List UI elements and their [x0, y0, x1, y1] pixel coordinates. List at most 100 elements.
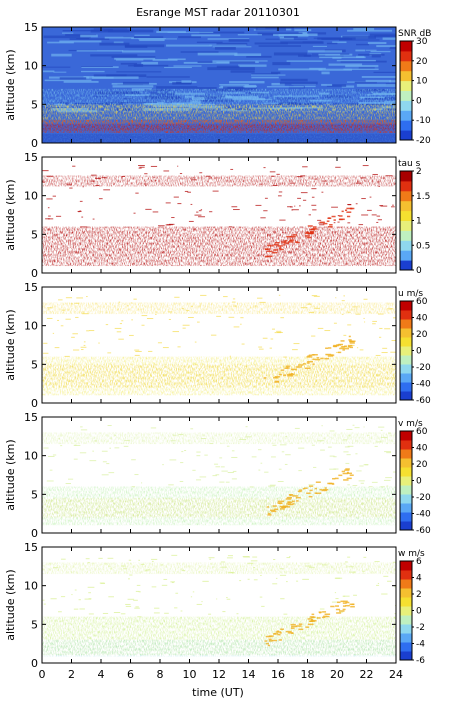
colorbar-swatch: [400, 310, 412, 320]
colorbar-swatch: [400, 521, 412, 531]
colorbar-swatch: [400, 80, 412, 91]
x-tick-label: 18: [301, 668, 315, 681]
colorbar-swatch: [400, 579, 412, 589]
colorbar-swatch: [400, 260, 412, 271]
colorbar-swatch: [400, 60, 412, 72]
x-tick-label: 4: [98, 668, 105, 681]
y-tick-label: 10: [24, 320, 38, 333]
colorbar-swatch: [400, 624, 412, 634]
x-tick-label: 24: [389, 668, 403, 681]
colorbar-tick-label: 10: [416, 77, 428, 87]
colorbar-tick-label: 0: [416, 347, 422, 357]
colorbar-tick-label: 0: [416, 96, 422, 106]
colorbar-tick-label: 20: [416, 57, 428, 67]
colorbar-swatch: [400, 328, 412, 338]
colorbar-swatch: [400, 250, 412, 261]
y-tick-label: 15: [24, 21, 38, 34]
x-axis: 0 2 4 6 8 10 12 14 16 18 20 22 24: [39, 668, 404, 681]
colorbar-swatch: [400, 70, 412, 82]
colorbar-tick-label: 20: [416, 460, 428, 470]
colorbar-swatch: [400, 130, 412, 141]
colorbar-tick-label: -6: [416, 656, 425, 666]
colorbar-tick-label: -20: [416, 136, 431, 146]
colorbar-swatch: [400, 337, 412, 347]
colorbar-label: SNR dB: [398, 29, 431, 39]
colorbar-swatch: [400, 319, 412, 329]
colorbar-tick-label: 60: [416, 297, 428, 307]
colorbar-tick-label: -60: [416, 526, 431, 536]
colorbar-swatch: [400, 230, 412, 241]
colorbar-tick-label: 20: [416, 330, 428, 340]
colorbar-swatch: [400, 588, 412, 598]
colorbar-label: u m/s: [398, 289, 423, 299]
colorbar-tick-label: 2: [416, 590, 422, 600]
colorbar-swatch: [400, 458, 412, 468]
colorbar-tick-label: 30: [416, 37, 428, 47]
colorbar-swatch: [400, 449, 412, 459]
y-tick-label: 0: [31, 137, 38, 150]
colorbar-label: w m/s: [398, 549, 425, 559]
colorbar-swatch: [400, 391, 412, 401]
colorbar-tick-label: -10: [416, 116, 431, 126]
y-tick-label: 15: [24, 151, 38, 164]
colorbar-swatch: [400, 200, 412, 212]
y-tick-label: 10: [24, 450, 38, 463]
colorbar-tick-label: -20: [416, 363, 431, 373]
y-tick-label: 10: [24, 580, 38, 593]
x-tick-label: 8: [157, 668, 164, 681]
colorbar-tick-label: 1.5: [416, 192, 430, 202]
y-axis-label: altitude (km): [4, 49, 17, 120]
colorbar-swatch: [400, 431, 412, 441]
colorbar-swatch: [400, 180, 412, 192]
panel-w-field: [42, 554, 396, 657]
colorbar-tick-label: -60: [416, 396, 431, 406]
y-axis-label: altitude (km): [4, 179, 17, 250]
colorbar-swatch: [400, 100, 412, 111]
colorbar-tick-label: 40: [416, 314, 428, 324]
colorbar-swatch: [400, 355, 412, 365]
y-axis-label: altitude (km): [4, 309, 17, 380]
panel-w: 0 5 10 15 altitude (km) 6 4 2 0 -2 -4 -6 w m/s: [4, 541, 425, 670]
colorbar-swatch: [400, 597, 412, 607]
colorbar-swatch: [400, 171, 412, 182]
y-tick-label: 5: [31, 488, 38, 501]
colorbar-tick-label: -40: [416, 380, 431, 390]
colorbar-swatch: [400, 346, 412, 356]
x-tick-label: 6: [127, 668, 134, 681]
y-tick-label: 0: [31, 397, 38, 410]
panel-snr: 0 5 10 15 altitude (km) 30 20 10 0 -10 -20 SNR dB: [4, 21, 431, 150]
y-tick-label: 0: [31, 267, 38, 280]
x-tick-label: 10: [183, 668, 197, 681]
colorbar-swatch: [400, 364, 412, 374]
colorbar-swatch: [400, 503, 412, 513]
colorbar-swatch: [400, 561, 412, 571]
colorbar-swatch: [400, 41, 412, 52]
y-tick-label: 10: [24, 60, 38, 73]
colorbar-u: 60 40 20 0 -20 -40 -60 u m/s: [398, 289, 431, 406]
colorbar-swatch: [400, 220, 412, 231]
panel-u-field: [42, 294, 396, 396]
x-tick-label: 22: [360, 668, 374, 681]
colorbar-swatch: [400, 570, 412, 580]
colorbar-swatch: [400, 633, 412, 643]
colorbar-tick-label: 0: [416, 607, 422, 617]
y-axis-label: altitude (km): [4, 439, 17, 510]
colorbar-tick-label: -4: [416, 640, 425, 650]
colorbar-tick-label: 4: [416, 574, 422, 584]
x-tick-label: 2: [68, 668, 75, 681]
colorbar-swatch: [400, 615, 412, 625]
y-tick-label: 5: [31, 358, 38, 371]
colorbar-swatch: [400, 240, 412, 251]
colorbar-tick-label: -2: [416, 623, 425, 633]
y-tick-label: 0: [31, 657, 38, 670]
colorbar-w: 6 4 2 0 -2 -4 -6 w m/s: [398, 549, 425, 666]
colorbar-tick-label: 0: [416, 477, 422, 487]
colorbar-v: 60 40 20 0 -20 -40 -60 v m/s: [398, 419, 431, 536]
colorbar-swatch: [400, 50, 412, 62]
colorbar-swatch: [400, 642, 412, 652]
colorbar-tick-label: 0: [416, 266, 422, 276]
y-tick-label: 15: [24, 281, 38, 294]
x-tick-label: 20: [330, 668, 344, 681]
y-tick-label: 10: [24, 190, 38, 203]
